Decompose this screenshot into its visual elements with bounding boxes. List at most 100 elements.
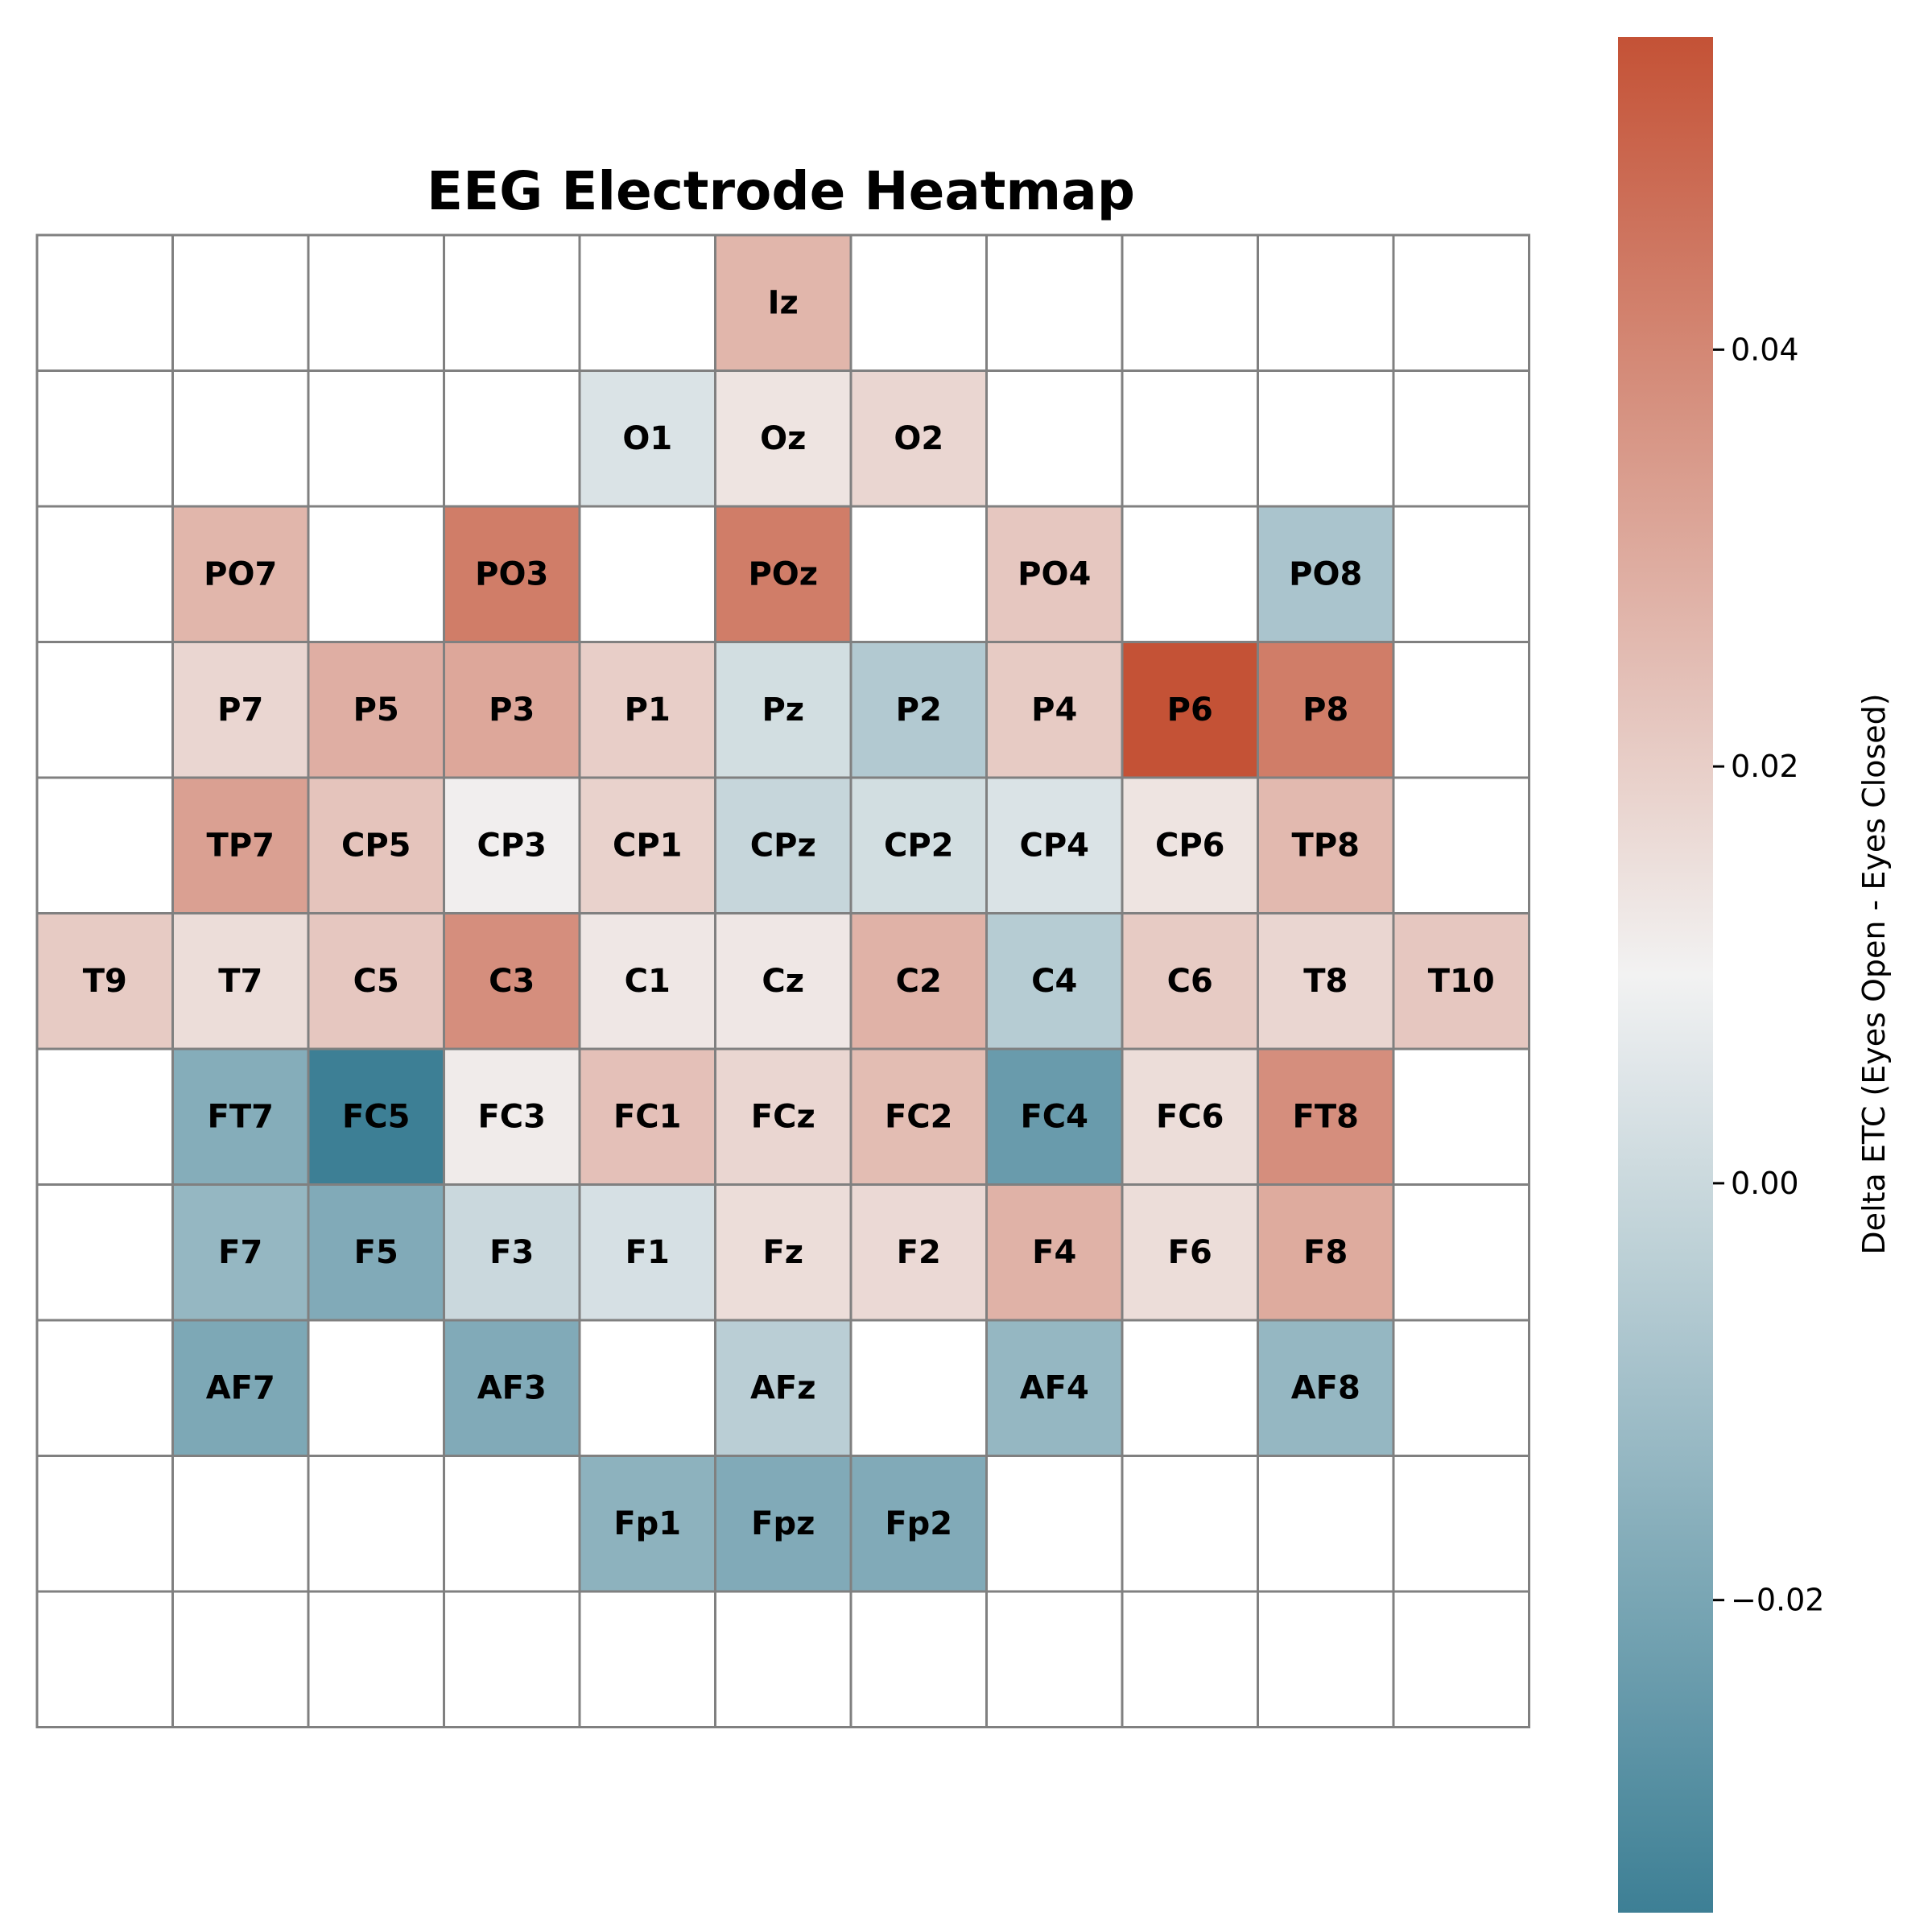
- heatmap-cell-empty: [443, 369, 581, 508]
- electrode-label-tp7: TP7: [207, 827, 275, 864]
- heatmap-cell-empty: [1392, 641, 1530, 779]
- heatmap-cell-empty: [35, 641, 174, 779]
- heatmap-cell-empty: [1121, 1590, 1259, 1728]
- heatmap-cell-fc3: [443, 1047, 581, 1186]
- electrode-label-ft8: FT8: [1293, 1098, 1359, 1135]
- heatmap-cell-empty: [35, 1047, 174, 1186]
- colorbar-gradient: [1618, 37, 1713, 1913]
- electrode-label-pz: Pz: [762, 691, 804, 729]
- heatmap-cell-t9: [35, 912, 174, 1051]
- chart-title: EEG Electrode Heatmap: [427, 160, 1135, 222]
- heatmap-cell-labels: Iz O1 Oz O2 PO7 PO3 POz PO4 PO8 P7 P5 P3 P1 Pz P2 P4 P6 P…: [83, 284, 1495, 1542]
- heatmap-cell-empty: [35, 1183, 174, 1322]
- heatmap-cell-c3: [443, 912, 581, 1051]
- heatmap-cell-cz: [714, 912, 852, 1051]
- heatmap-cell-f3: [443, 1183, 581, 1322]
- electrode-label-t10: T10: [1428, 963, 1495, 1000]
- electrode-label-f2: F2: [897, 1234, 941, 1271]
- heatmap-cell-empty: [1257, 369, 1395, 508]
- electrode-label-fpz: Fpz: [751, 1505, 815, 1542]
- colorbar-tick-label: 0.02: [1731, 749, 1799, 784]
- electrode-label-p2: P2: [896, 691, 942, 729]
- heatmap-cell-empty: [35, 369, 174, 508]
- heatmap-cell-cp1: [578, 776, 716, 914]
- electrode-label-po7: PO7: [204, 555, 277, 592]
- electrode-label-fc5: FC5: [342, 1098, 411, 1135]
- heatmap-cell-cpz: [714, 776, 852, 914]
- heatmap-cell-fp1: [578, 1455, 716, 1593]
- electrode-label-f6: F6: [1168, 1234, 1212, 1271]
- heatmap-cell-empty: [1392, 1183, 1530, 1322]
- electrode-label-c5: C5: [353, 963, 399, 1000]
- electrode-label-cp6: CP6: [1155, 827, 1225, 864]
- colorbar-tick-label: −0.02: [1731, 1583, 1824, 1618]
- electrode-label-ft7: FT7: [208, 1098, 274, 1135]
- heatmap-cell-empty: [1121, 1319, 1259, 1457]
- heatmap-cell-fz: [714, 1183, 852, 1322]
- electrode-label-c2: C2: [896, 963, 942, 1000]
- heatmap-cell-fcz: [714, 1047, 852, 1186]
- heatmap-cell-empty: [35, 1590, 174, 1728]
- electrode-label-cp1: CP1: [613, 827, 683, 864]
- heatmap-cell-empty: [171, 369, 310, 508]
- heatmap-cell-p8: [1257, 641, 1395, 779]
- electrode-label-fc6: FC6: [1156, 1098, 1224, 1135]
- heatmap-cell-empty: [1392, 233, 1530, 372]
- electrode-label-oz: Oz: [760, 420, 806, 457]
- heatmap-cell-empty: [985, 1590, 1124, 1728]
- electrode-label-poz: POz: [748, 555, 818, 592]
- electrode-label-afz: AFz: [750, 1369, 816, 1406]
- electrode-label-f5: F5: [354, 1234, 398, 1271]
- heatmap-cell-empty: [35, 233, 174, 372]
- heatmap-cell-empty: [1257, 233, 1395, 372]
- heatmap-cell-pz: [714, 641, 852, 779]
- heatmap-cell-empty: [578, 505, 716, 643]
- electrode-label-c1: C1: [625, 963, 671, 1000]
- heatmap-cell-tp8: [1257, 776, 1395, 914]
- heatmap-cell-empty: [443, 1590, 581, 1728]
- heatmap-cell-empty: [1392, 776, 1530, 914]
- colorbar-tick-label: 0.00: [1731, 1166, 1799, 1201]
- heatmap-cell-empty: [849, 1590, 988, 1728]
- electrode-label-p4: P4: [1031, 691, 1077, 729]
- heatmap-cell-empty: [307, 369, 445, 508]
- electrode-label-po4: PO4: [1018, 555, 1091, 592]
- electrode-label-iz: Iz: [768, 284, 799, 321]
- heatmap-cell-empty: [307, 233, 445, 372]
- electrode-label-fc4: FC4: [1020, 1098, 1088, 1135]
- heatmap-cell-af4: [985, 1319, 1124, 1457]
- electrode-label-p3: P3: [489, 691, 535, 729]
- heatmap-cell-empty: [578, 1319, 716, 1457]
- heatmap-cell-oz: [714, 369, 852, 508]
- heatmap-cell-empty: [307, 1319, 445, 1457]
- electrode-label-f4: F4: [1032, 1234, 1076, 1271]
- heatmap-cell-empty: [1121, 505, 1259, 643]
- heatmap-cell-fpz: [714, 1455, 852, 1593]
- heatmap-cell-empty: [849, 505, 988, 643]
- electrode-label-fz: Fz: [762, 1234, 803, 1271]
- electrode-label-af4: AF4: [1020, 1369, 1089, 1406]
- electrode-label-po3: PO3: [475, 555, 548, 592]
- colorbar-ticks: 0.04 0.02 0.00 −0.02: [1713, 332, 1824, 1618]
- heatmap-cell-empty: [714, 1590, 852, 1728]
- heatmap-cell-fc6: [1121, 1047, 1259, 1186]
- electrode-label-cp4: CP4: [1019, 827, 1089, 864]
- heatmap-cell-iz: [714, 233, 852, 372]
- electrode-label-fcz: FCz: [751, 1098, 815, 1135]
- electrode-label-af7: AF7: [206, 1369, 275, 1406]
- heatmap-cell-empty: [985, 1455, 1124, 1593]
- heatmap-cell-empty: [35, 776, 174, 914]
- heatmap-cell-fc4: [985, 1047, 1124, 1186]
- heatmap-cell-p2: [849, 641, 988, 779]
- electrode-label-cz: Cz: [762, 963, 804, 1000]
- electrode-label-o2: O2: [894, 420, 943, 457]
- heatmap-cell-af8: [1257, 1319, 1395, 1457]
- heatmap-cell-t10: [1392, 912, 1530, 1051]
- heatmap-cell-empty: [1392, 1590, 1530, 1728]
- electrode-label-cp3: CP3: [477, 827, 547, 864]
- heatmap-cell-p5: [307, 641, 445, 779]
- heatmap-grid: [35, 233, 1530, 1728]
- electrode-label-p7: P7: [217, 691, 263, 729]
- heatmap-cell-cp3: [443, 776, 581, 914]
- heatmap-cell-f7: [171, 1183, 310, 1322]
